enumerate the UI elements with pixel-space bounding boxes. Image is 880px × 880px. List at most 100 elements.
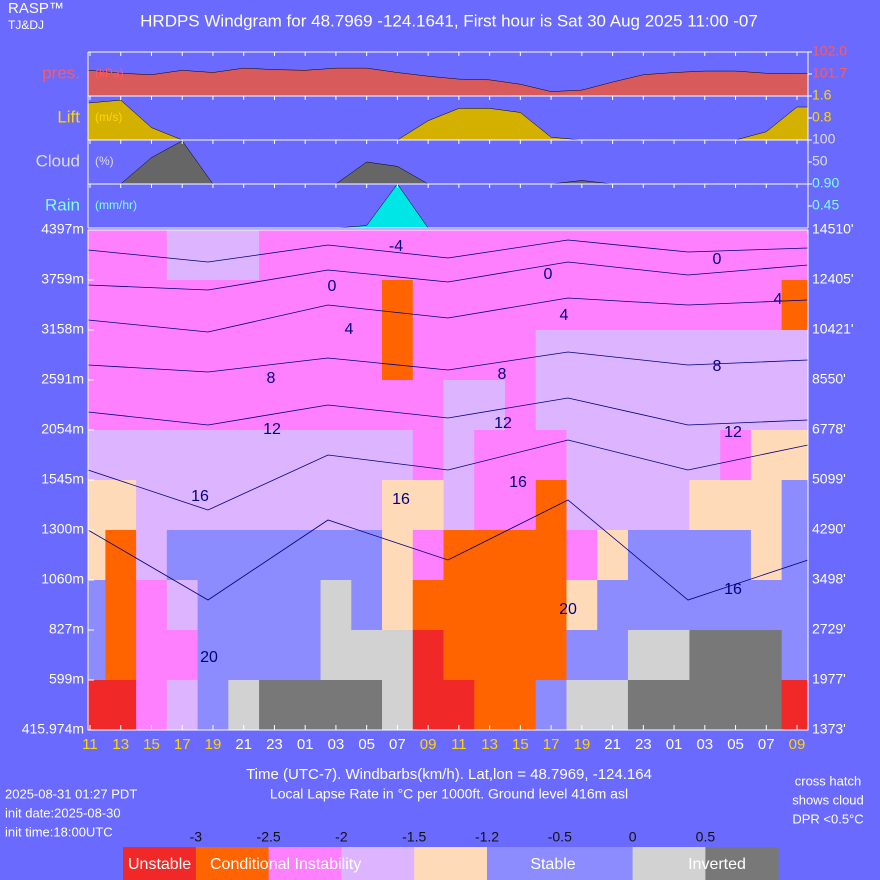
lapse-cell	[289, 280, 322, 331]
x-tick-label: 11	[82, 736, 98, 753]
lapse-cell	[382, 430, 414, 481]
lapse-cell	[228, 580, 260, 631]
lapse-cell	[88, 430, 106, 481]
lapse-cell	[627, 530, 660, 581]
lapse-cell	[351, 680, 383, 731]
lapse-cell	[781, 680, 808, 731]
lapse-cell	[535, 330, 567, 381]
x-tick-label: 09	[420, 736, 437, 753]
y2-tick-label: 10421'	[812, 321, 854, 337]
x-tick-label: 07	[389, 736, 406, 753]
y-tick-label: 2054m	[41, 421, 84, 437]
lapse-cell	[412, 530, 445, 581]
lapse-cell	[627, 480, 660, 531]
x-tick-label: 07	[758, 736, 775, 753]
lapse-cell	[320, 630, 352, 681]
y-tick-label: 101.7	[812, 65, 847, 81]
panel-units: (kPa)	[95, 66, 124, 80]
lapse-cell	[136, 630, 168, 681]
lapse-cell	[228, 380, 260, 431]
lapse-cell	[566, 630, 598, 681]
lapse-cell	[597, 430, 629, 481]
y2-tick-label: 6778'	[812, 421, 846, 437]
y-tick-label: 4397m	[41, 221, 84, 237]
lapse-cell	[197, 280, 229, 331]
lapse-cell	[320, 430, 352, 481]
lapse-cell	[689, 430, 721, 481]
y2-tick-label: 5099'	[812, 471, 846, 487]
lapse-cell	[351, 380, 383, 431]
legend-swatch	[341, 847, 415, 880]
lapse-cell	[750, 230, 783, 281]
y2-tick-label: 12405'	[812, 271, 854, 287]
legend-label: Unstable	[128, 856, 191, 873]
lapse-cell	[781, 430, 808, 481]
lapse-cell	[443, 230, 475, 281]
lapse-cell	[597, 680, 629, 731]
lapse-cell	[88, 680, 106, 731]
lapse-cell	[166, 330, 199, 381]
lapse-cell	[689, 630, 721, 681]
lapse-cell	[566, 380, 598, 431]
lapse-cell	[658, 430, 690, 481]
lapse-cell	[750, 630, 783, 681]
y2-tick-label: 4290'	[812, 521, 846, 537]
lapse-cell	[382, 580, 414, 631]
y2-tick-label: 1373'	[812, 721, 846, 737]
lapse-cell	[627, 580, 660, 631]
y2-tick-label: 8550'	[812, 371, 846, 387]
lapse-cell	[320, 530, 352, 581]
y-tick-label: 100	[812, 131, 836, 147]
contour-label: 20	[559, 601, 577, 618]
lapse-cell	[412, 680, 445, 731]
lapse-cell	[689, 580, 721, 631]
x-tick-label: 13	[112, 736, 129, 753]
lapse-cell	[351, 280, 383, 331]
y-tick-label: 1545m	[41, 471, 84, 487]
footer-note: DPR <0.5°C	[792, 811, 863, 826]
y-tick-label: 2591m	[41, 371, 84, 387]
x-tick-label: 03	[328, 736, 345, 753]
lapse-cell	[443, 480, 475, 531]
lapse-cell	[105, 330, 137, 381]
isotherm	[87, 499, 809, 601]
lapse-cell	[597, 230, 629, 281]
lapse-cell	[320, 480, 352, 531]
contour-label: 12	[724, 424, 742, 441]
lapse-cell	[197, 380, 229, 431]
lapse-cell	[289, 430, 322, 481]
y-tick-label: 0.90	[812, 175, 839, 191]
x-tick-label: 21	[604, 736, 621, 753]
lapse-cell	[105, 630, 137, 681]
lapse-cell	[689, 330, 721, 381]
area	[87, 99, 809, 141]
lapse-cell	[597, 330, 629, 381]
lapse-cell	[382, 230, 414, 281]
lapse-cell	[781, 580, 808, 631]
lapse-cell	[382, 330, 414, 381]
contour-label: 8	[267, 370, 276, 387]
legend-tick-label: -1.2	[475, 829, 499, 845]
panel-label: Cloud	[36, 151, 80, 170]
lapse-cell	[351, 630, 383, 681]
legend-swatch	[123, 847, 197, 880]
lapse-cell	[504, 530, 537, 581]
lapse-cell	[566, 480, 598, 531]
footer-note: 2025-08-31 01:27 PDT	[5, 786, 137, 801]
lapse-cell	[474, 480, 506, 531]
lapse-cell	[474, 680, 506, 731]
lapse-cell	[658, 680, 690, 731]
lapse-cell	[535, 230, 567, 281]
contour-label: 0	[713, 251, 722, 268]
lapse-cell	[781, 630, 808, 681]
lapse-cell	[228, 280, 260, 331]
lapse-cell	[781, 480, 808, 531]
lapse-cell	[750, 330, 783, 381]
x-tick-label: 15	[143, 736, 160, 753]
lapse-cell	[597, 530, 629, 581]
isotherm	[87, 439, 809, 511]
lapse-cell	[443, 330, 475, 381]
lapse-cell	[351, 580, 383, 631]
contour-label: 16	[392, 491, 410, 508]
